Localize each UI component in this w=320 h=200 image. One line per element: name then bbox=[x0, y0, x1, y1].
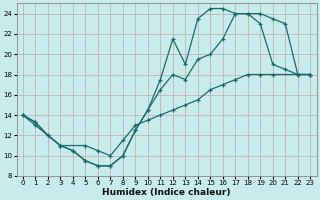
X-axis label: Humidex (Indice chaleur): Humidex (Indice chaleur) bbox=[102, 188, 231, 197]
